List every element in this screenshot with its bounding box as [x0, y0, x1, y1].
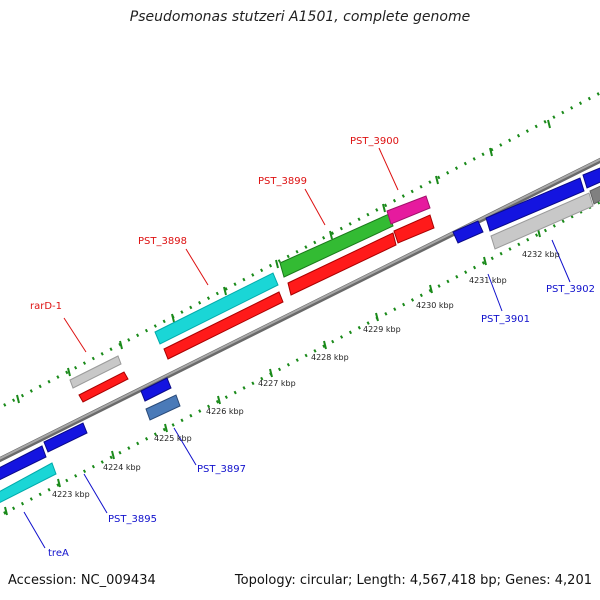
gene-PST_3900-red[interactable]	[393, 214, 435, 244]
gene-PST_3897-steelblue[interactable]	[145, 394, 181, 421]
leader-PST_3897	[173, 427, 197, 466]
kbp-label: 4229 kbp	[363, 325, 401, 334]
outer-major-ticks	[16, 119, 551, 404]
gene-PST_3895-blue[interactable]	[0, 422, 88, 482]
leader-PST_3900	[378, 147, 399, 191]
gene-PST_3898-cyan[interactable]	[154, 272, 279, 345]
leader-PST_3898	[185, 248, 209, 286]
gene-rarD-1[interactable]	[69, 355, 122, 389]
kbp-label: 4228 kbp	[311, 353, 349, 362]
gene-PST_3899-red[interactable]	[287, 232, 397, 296]
label-PST_3902: PST_3902	[546, 284, 595, 295]
topology-text: Topology: circular; Length: 4,567,418 bp…	[234, 573, 592, 588]
kbp-label: 4226 kbp	[206, 407, 244, 416]
leader-PST_3901	[487, 273, 503, 312]
gene-PST_3902-gray[interactable]	[490, 184, 600, 250]
label-rarD-1: rarD-1	[30, 301, 62, 312]
gene-PST_3898-red[interactable]	[163, 291, 284, 360]
kbp-label: 4223 kbp	[52, 490, 90, 499]
gene-treA-cyan[interactable]	[0, 462, 57, 505]
map-title: Pseudomonas stutzeri A1501, complete gen…	[129, 9, 471, 25]
gene-PST_3897-blue[interactable]	[140, 377, 172, 402]
gene-rarD-1-red[interactable]	[78, 371, 129, 403]
leader-rarD-1	[63, 317, 87, 353]
gene-PST_3901-blue[interactable]	[452, 220, 484, 244]
leader-PST_3899	[304, 188, 326, 226]
gene-PST_3899-green[interactable]	[279, 213, 394, 278]
label-PST_3895: PST_3895	[108, 514, 157, 525]
kbp-label: 4225 kbp	[154, 434, 192, 443]
inner-dotted-track	[0, 200, 600, 518]
kbp-label: 4224 kbp	[103, 463, 141, 472]
kbp-label: 4227 kbp	[258, 379, 296, 388]
kbp-label: 4231 kbp	[469, 276, 507, 285]
label-PST_3899: PST_3899	[258, 176, 307, 187]
leader-treA	[23, 511, 46, 549]
label-PST_3897: PST_3897	[197, 464, 246, 475]
label-PST_3900: PST_3900	[350, 136, 399, 147]
label-PST_3898: PST_3898	[138, 236, 187, 247]
kbp-label: 4232 kbp	[522, 250, 560, 259]
gene-PST_3900-magenta[interactable]	[386, 195, 431, 225]
kbp-label: 4230 kbp	[416, 301, 454, 310]
leader-PST_3895	[83, 473, 108, 514]
gene-PST_3902-blue[interactable]	[485, 166, 600, 232]
label-PST_3901: PST_3901	[481, 314, 530, 325]
outer-dotted-track	[0, 91, 600, 410]
genome-backbone	[0, 157, 600, 463]
accession-text: Accession: NC_009434	[8, 573, 156, 588]
label-treA: treA	[48, 548, 69, 559]
leader-PST_3902	[551, 239, 571, 283]
